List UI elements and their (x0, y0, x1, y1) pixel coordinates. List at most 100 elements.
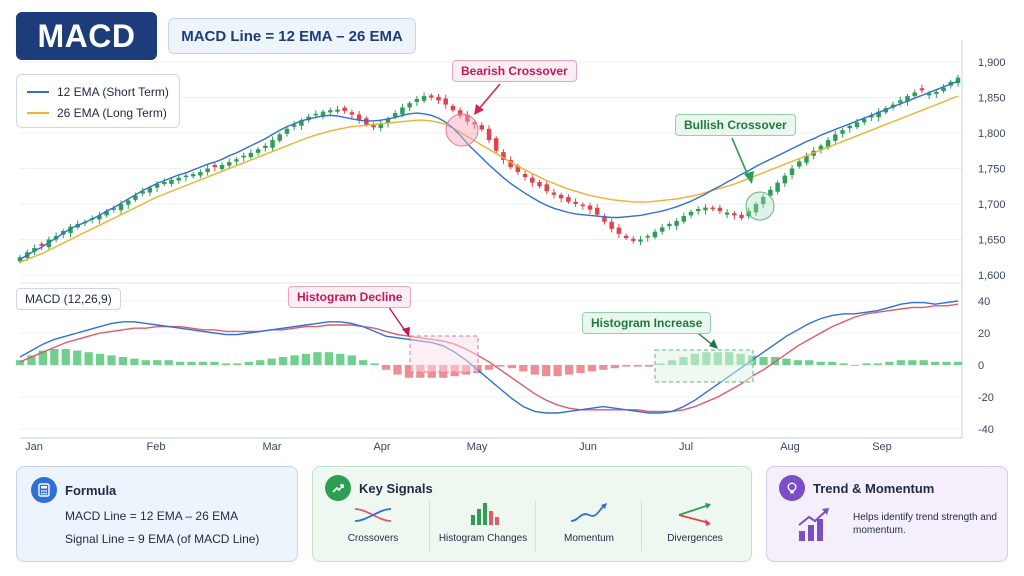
candle (869, 112, 874, 122)
price-y-axis: 1,900 1,850 1,800 1,750 1,700 1,650 1,600 (961, 40, 1006, 438)
candle-body (46, 239, 52, 248)
candle-body (645, 235, 650, 238)
candle (335, 106, 340, 114)
hist-increase-arrowhead (709, 339, 718, 349)
ema26-line (19, 95, 959, 263)
candle (587, 202, 593, 214)
candle-body (342, 107, 347, 111)
signal-crossovers: Crossovers (321, 499, 425, 544)
candle-body (436, 96, 441, 101)
x-tick-label: Feb (147, 441, 166, 453)
histogram-bar (599, 365, 608, 370)
candle (299, 118, 304, 131)
candle (255, 147, 261, 156)
histogram-bar (542, 365, 551, 377)
candle-body (696, 208, 701, 212)
rising-bars-icon (798, 508, 829, 541)
candle-body (739, 214, 744, 219)
candle-body (667, 223, 672, 227)
candle (284, 125, 290, 137)
candle (912, 89, 917, 99)
candle-body (198, 172, 203, 176)
formula-lines: MACD Line = 12 EMA – 26 EMA Signal Line … (65, 505, 259, 551)
signal-histogram-label: Histogram Changes (438, 533, 528, 544)
candle-body (724, 212, 730, 215)
candle-body (212, 164, 218, 168)
candle-body (255, 149, 261, 153)
candle-body (818, 145, 824, 150)
legend-label-ema26: 26 EMA (Long Term) (57, 105, 167, 120)
histogram-icon (471, 503, 499, 525)
candle (234, 157, 239, 166)
signal-divider (535, 501, 536, 551)
candle-body (450, 105, 456, 111)
candle (674, 218, 679, 231)
candle-body (898, 100, 903, 103)
candle (537, 179, 542, 189)
histogram-bar (141, 360, 150, 365)
bearish-arrowhead (474, 104, 484, 115)
histogram-bar (313, 352, 322, 365)
candle (710, 205, 715, 212)
candle-body (97, 215, 102, 220)
candle (450, 103, 456, 113)
candle-body (847, 125, 853, 129)
candle-body (118, 204, 124, 211)
candle-body (941, 87, 946, 92)
x-tick-label: Mar (263, 441, 282, 453)
price-tick-label: 1,700 (978, 199, 1006, 211)
candle-body (270, 140, 275, 148)
trend-momentum-card: Trend & Momentum Helps identify trend st… (766, 466, 1008, 562)
candle-body (162, 181, 167, 185)
price-tick-label: 1,900 (978, 57, 1006, 69)
candle (349, 109, 355, 119)
candle-body (407, 103, 412, 108)
candle-body (681, 216, 687, 222)
candle (847, 123, 853, 133)
candle-body (912, 92, 917, 97)
candle (205, 164, 210, 176)
candle-body (299, 120, 304, 126)
macd-histogram (15, 349, 963, 378)
signal-divergences: Divergences (643, 499, 747, 544)
candle-body (68, 226, 73, 233)
candle-body (284, 128, 290, 134)
candle-body (205, 168, 210, 173)
price-tick-label: 1,600 (978, 270, 1006, 282)
histogram-bar (645, 365, 654, 367)
candle-body (652, 231, 658, 238)
calculator-icon (31, 477, 57, 503)
candle-body (840, 130, 845, 134)
candle (724, 208, 730, 219)
candle (227, 158, 232, 169)
x-tick-label: Jun (579, 441, 597, 453)
candle-body (551, 192, 557, 195)
signal-divider (429, 501, 430, 551)
signal-histogram-changes: Histogram Changes (431, 499, 535, 544)
candle-body (854, 122, 860, 128)
histogram-bar (210, 361, 219, 365)
candle (760, 194, 766, 209)
candle (717, 204, 723, 214)
candle (703, 204, 708, 215)
histogram-bar (95, 353, 105, 365)
candle-body (349, 112, 355, 115)
candle (68, 223, 73, 238)
candle-body (328, 110, 333, 113)
bullish-arrow (731, 137, 750, 179)
candle-body (263, 145, 268, 149)
candle (638, 235, 643, 246)
histogram-bar (850, 365, 860, 366)
macd-grid (20, 282, 962, 430)
candle (609, 218, 614, 233)
candle-body (241, 155, 246, 158)
candle (768, 186, 773, 198)
price-tick-label: 1,850 (978, 93, 1006, 105)
candle (501, 149, 506, 165)
candle (421, 92, 427, 103)
histogram-bar (176, 361, 185, 365)
candle-body (631, 238, 636, 241)
candle-body (176, 177, 181, 181)
candle (248, 149, 254, 160)
histogram-bar (290, 355, 299, 365)
